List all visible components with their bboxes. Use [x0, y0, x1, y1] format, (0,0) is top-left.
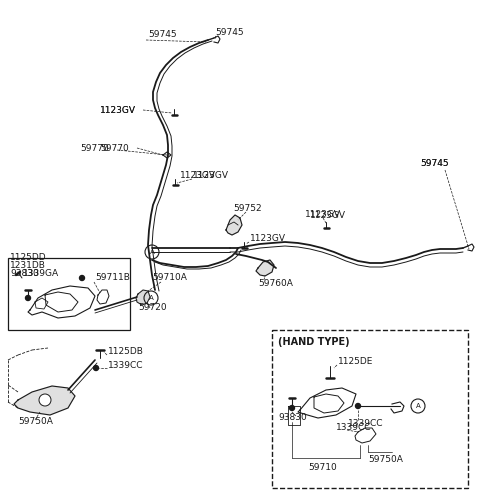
Text: 93830: 93830	[278, 413, 307, 422]
Text: 59710: 59710	[308, 463, 337, 472]
Text: 1123GV: 1123GV	[310, 210, 346, 219]
Text: 1123GV: 1123GV	[250, 234, 286, 243]
Text: 1123GV: 1123GV	[305, 209, 341, 218]
Text: 59752: 59752	[233, 204, 262, 212]
Text: 1123GV: 1123GV	[180, 170, 216, 179]
Circle shape	[39, 394, 51, 406]
Polygon shape	[97, 290, 109, 304]
Text: 59770: 59770	[100, 143, 129, 153]
Text: 59750A: 59750A	[368, 455, 403, 464]
Text: A: A	[416, 403, 420, 409]
Polygon shape	[45, 292, 78, 312]
Polygon shape	[136, 290, 150, 305]
Text: 59710A: 59710A	[152, 274, 187, 283]
Polygon shape	[256, 260, 274, 276]
Polygon shape	[226, 215, 242, 235]
Polygon shape	[14, 386, 75, 415]
Text: 59760A: 59760A	[258, 279, 293, 288]
Text: 1125DD: 1125DD	[10, 253, 47, 262]
Text: 1339CC: 1339CC	[108, 362, 144, 370]
Circle shape	[25, 295, 31, 300]
Text: 59711B: 59711B	[95, 274, 130, 283]
Text: 1125DB: 1125DB	[108, 347, 144, 357]
Text: 1339CC: 1339CC	[336, 423, 372, 433]
Polygon shape	[314, 394, 344, 413]
Text: 59745: 59745	[420, 159, 449, 167]
Text: 1123GV: 1123GV	[100, 106, 136, 115]
Text: 93830: 93830	[10, 270, 39, 279]
Text: A: A	[150, 249, 155, 255]
Text: 59770: 59770	[80, 143, 109, 153]
Polygon shape	[298, 388, 356, 418]
Text: 1123GV: 1123GV	[100, 106, 136, 115]
Text: 59750A: 59750A	[18, 417, 53, 426]
Text: 59745: 59745	[420, 159, 449, 167]
Text: 1339GA: 1339GA	[23, 270, 59, 279]
Polygon shape	[355, 428, 376, 443]
Text: 59745: 59745	[148, 30, 177, 39]
Text: 59745: 59745	[215, 28, 244, 37]
Circle shape	[356, 404, 360, 409]
Text: 1339CC: 1339CC	[348, 419, 384, 428]
Bar	[272, 330, 468, 488]
Circle shape	[289, 406, 295, 411]
Text: (HAND TYPE): (HAND TYPE)	[278, 337, 349, 347]
Circle shape	[94, 366, 98, 370]
Polygon shape	[28, 286, 95, 318]
Bar	[8, 258, 130, 330]
Circle shape	[80, 276, 84, 281]
Text: A: A	[149, 295, 154, 301]
Text: 59720: 59720	[138, 303, 167, 313]
Text: 1231DB: 1231DB	[10, 260, 46, 270]
Text: 1125DE: 1125DE	[338, 358, 373, 367]
Text: 1123GV: 1123GV	[193, 170, 229, 179]
